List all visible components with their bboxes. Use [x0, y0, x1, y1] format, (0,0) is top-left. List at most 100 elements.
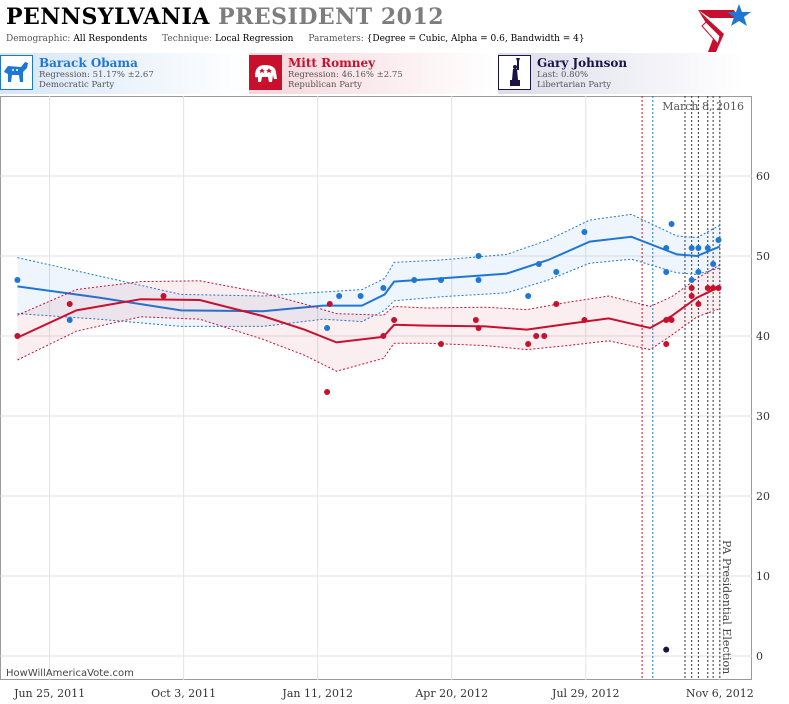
site-logo-icon [698, 4, 751, 52]
data-point [438, 277, 445, 283]
data-point [715, 237, 722, 243]
data-point [472, 317, 479, 323]
data-point [663, 245, 670, 251]
candidate-stat-johnson: Last: 0.80% Libertarian Party [537, 70, 611, 90]
data-point [688, 245, 695, 251]
candidate-card-johnson[interactable]: Gary Johnson Last: 0.80% Libertarian Par… [498, 53, 743, 94]
data-point [475, 277, 482, 283]
data-point [704, 245, 711, 251]
data-point [663, 341, 670, 347]
event-label: PA Presidential Election [720, 540, 733, 674]
technique-value[interactable]: Local Regression [215, 34, 294, 44]
x-tick-label: Jan 11, 2012 [281, 687, 353, 700]
data-point [380, 333, 387, 339]
band-upper-line [17, 264, 721, 316]
data-point [475, 325, 482, 331]
data-point [14, 333, 21, 339]
data-point [66, 301, 73, 307]
candidate-name-obama: Barack Obama [39, 56, 138, 70]
header: PENNSYLVANIA PRESIDENT 2012 Demographic:… [0, 0, 789, 52]
data-point [553, 269, 560, 275]
data-point [715, 285, 722, 291]
data-point [553, 301, 560, 307]
x-tick-label: Jul 29, 2012 [551, 687, 620, 700]
title-state: PENNSYLVANIA [6, 4, 210, 30]
donkey-icon [0, 55, 33, 90]
trend-line [17, 235, 721, 313]
y-tick-label: 10 [756, 570, 770, 583]
poll-chart[interactable]: 0 10 20 30 40 50 60 Jun 25, 2011 Oct 3, 2011 Jan … [0, 96, 789, 704]
data-point [66, 317, 73, 323]
data-point [688, 285, 695, 291]
data-point [695, 301, 702, 307]
x-tick-label: Nov 6, 2012 [686, 687, 754, 700]
data-point [336, 293, 343, 299]
confidence-band [17, 264, 720, 372]
demographic-label: Demographic: [6, 34, 71, 44]
data-point [14, 277, 21, 283]
data-point [324, 325, 331, 331]
data-point [525, 293, 532, 299]
x-tick-label: Oct 3, 2011 [151, 687, 216, 700]
data-point [668, 317, 675, 323]
x-tick-label: Jun 25, 2011 [13, 687, 85, 700]
title-race: PRESIDENT 2012 [218, 4, 445, 30]
band-upper-line [17, 213, 721, 297]
candidate-legend: Barack Obama Regression: 51.17% ±2.67 De… [0, 53, 789, 94]
candidate-regression-obama: Regression: 51.17% ±2.67 [39, 70, 154, 80]
data-point [663, 646, 670, 653]
technique-label: Technique: [162, 34, 213, 44]
data-point [581, 317, 588, 323]
data-point [688, 293, 695, 299]
data-point [663, 317, 670, 323]
candidate-party-johnson: Libertarian Party [537, 80, 612, 90]
date-stamp: March 8, 2016 [662, 100, 744, 113]
data-point [535, 261, 542, 267]
candidate-party-romney: Republican Party [288, 80, 362, 90]
y-tick-label: 30 [756, 410, 770, 423]
data-point [326, 301, 333, 307]
liberty-icon [498, 55, 531, 90]
band-lower-line [17, 308, 720, 372]
data-point [160, 293, 167, 299]
candidate-card-romney[interactable]: Mitt Romney Regression: 46.16% ±2.75 Rep… [249, 53, 494, 94]
candidate-stat-romney: Regression: 46.16% ±2.75 Republican Part… [288, 70, 403, 90]
candidate-name-romney: Mitt Romney [288, 56, 376, 70]
elephant-icon [249, 55, 282, 90]
data-point [411, 277, 418, 283]
parameters-value[interactable]: {Degree = Cubic, Alpha = 0.6, Bandwidth … [366, 34, 585, 44]
page-title: PENNSYLVANIA PRESIDENT 2012 [6, 4, 444, 30]
candidate-name-johnson: Gary Johnson [537, 56, 628, 70]
y-tick-label: 50 [756, 250, 770, 263]
data-point [688, 277, 695, 283]
data-point [710, 285, 717, 291]
plot-area [0, 96, 752, 680]
candidate-last-johnson: Last: 0.80% [537, 70, 589, 80]
data-point [525, 341, 532, 347]
data-point [357, 293, 364, 299]
candidate-card-obama[interactable]: Barack Obama Regression: 51.17% ±2.67 De… [0, 53, 245, 94]
data-point [695, 245, 702, 251]
demographic-value[interactable]: All Respondents [73, 34, 148, 44]
data-point [475, 253, 482, 259]
candidate-party-obama: Democratic Party [39, 80, 115, 90]
trend-line [16, 285, 721, 344]
y-tick-label: 20 [756, 490, 770, 503]
data-point [695, 269, 702, 275]
data-point [324, 389, 331, 395]
data-point [668, 221, 675, 227]
data-point [541, 333, 548, 339]
data-point [380, 285, 387, 291]
y-tick-label: 60 [756, 170, 770, 183]
y-tick-label: 40 [756, 330, 770, 343]
parameters-label: Parameters: [308, 34, 364, 44]
confidence-band [17, 214, 720, 327]
data-point [533, 333, 540, 339]
site-url[interactable]: HowWillAmericaVote.com [6, 668, 134, 679]
x-tick-label: Apr 20, 2012 [414, 687, 488, 700]
candidate-regression-romney: Regression: 46.16% ±2.75 [288, 70, 403, 80]
data-point [391, 317, 398, 323]
data-point [710, 261, 717, 267]
parameters-line: Demographic: All Respondents Technique: … [6, 34, 597, 44]
data-point [704, 285, 711, 291]
